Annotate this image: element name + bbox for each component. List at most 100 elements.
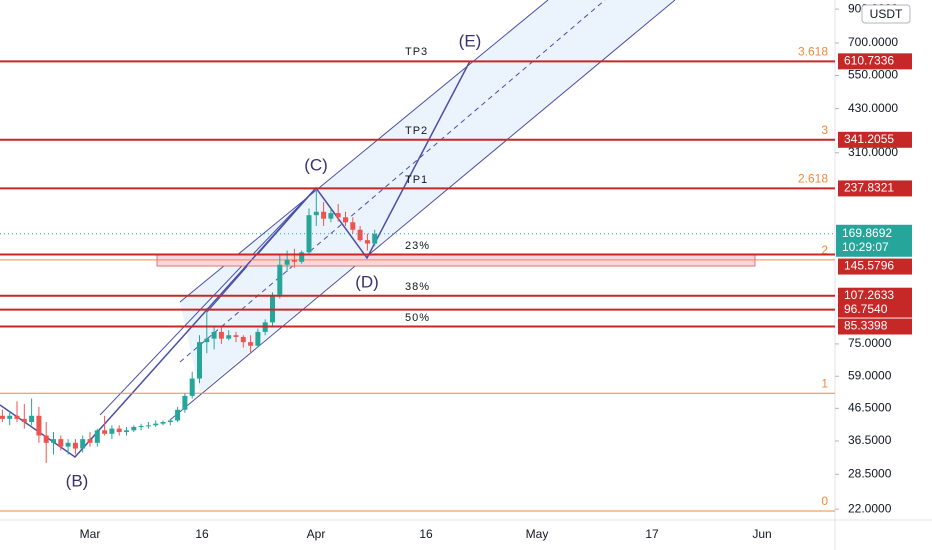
level-label: 341.2055 [844, 132, 894, 146]
annotation: 23% [405, 240, 430, 252]
candle-body [248, 342, 254, 346]
candle-body [226, 335, 232, 339]
x-tick-label: Apr [307, 527, 326, 541]
candle-body [335, 213, 341, 218]
level-box [838, 180, 912, 197]
x-tick-label: May [526, 527, 549, 541]
y-tick-label: 46.5000 [848, 400, 892, 414]
candle-body [218, 331, 224, 339]
pitchfork-handle [99, 187, 317, 416]
candle-body [94, 430, 100, 443]
level-box [838, 131, 912, 148]
y-tick-label: 28.5000 [848, 466, 892, 480]
level-box [838, 301, 912, 318]
level-label: 96.7540 [844, 302, 888, 316]
candle-body [299, 252, 305, 262]
channel-lower [169, 0, 676, 421]
candle-body [284, 259, 290, 265]
level-box [838, 258, 912, 275]
candle-body [36, 415, 42, 436]
level-box [838, 318, 912, 335]
level-box [838, 287, 912, 304]
y-tick-label: 430.0000 [848, 101, 898, 115]
y-tick-label: 59.0000 [848, 368, 892, 382]
candle-body [364, 240, 370, 244]
candle-body [189, 378, 195, 396]
candle-body [131, 426, 137, 431]
current-price-box [836, 224, 912, 257]
x-tick-label: 16 [195, 527, 209, 541]
currency: USDT [870, 7, 903, 21]
candle-body [21, 418, 27, 423]
candle-body [321, 211, 327, 219]
countdown: 10:29:07 [842, 240, 889, 254]
candle-body [7, 415, 13, 419]
fib-label: 0 [821, 494, 828, 508]
candle-body [0, 415, 5, 419]
x-tick-label: 16 [419, 527, 433, 541]
level-label: 85.3398 [844, 319, 888, 333]
candle-body [116, 428, 122, 433]
level-label: 107.2633 [844, 288, 894, 302]
candle-body [204, 338, 210, 343]
channel-upper [179, 0, 549, 303]
y-tick-label: 700.0000 [848, 35, 898, 49]
candle-body [51, 439, 56, 443]
level-label: 237.8321 [844, 181, 894, 195]
candle-body [197, 342, 202, 379]
candle-body [350, 222, 356, 230]
candle-body [233, 335, 239, 337]
candle-body [138, 425, 144, 427]
candle-body [372, 233, 378, 244]
candle-body [175, 409, 181, 421]
annotation: 38% [405, 281, 430, 293]
candle-body [65, 442, 71, 447]
level-box [838, 53, 912, 70]
x-tick-label: Jun [752, 527, 771, 541]
candle-body [277, 264, 283, 295]
annotations: TP3 TP2 TP1 23% 38% 50% (B) (C) (D) (E) [66, 31, 482, 490]
current-price-label: 169.8692 [842, 226, 892, 240]
candle-body [313, 211, 319, 216]
candle-body [270, 294, 275, 323]
x-tick-label: Mar [80, 527, 101, 541]
fib-label: 2.618 [798, 172, 828, 186]
currency-badge[interactable] [861, 4, 911, 24]
channel-median [179, 0, 606, 363]
candles [0, 188, 378, 463]
candle-body [124, 430, 129, 433]
candle-body [153, 423, 159, 426]
wave-label: (B) [66, 471, 89, 490]
y-tick-label: 550.0000 [848, 68, 898, 82]
candle-body [240, 336, 246, 343]
candle-body [43, 435, 49, 443]
candle-body [102, 430, 108, 434]
candle-body [357, 229, 363, 241]
level-label: 145.5796 [844, 259, 894, 273]
candle-body [87, 439, 93, 443]
annotation: 50% [405, 312, 430, 324]
candle-body [167, 420, 173, 423]
candle-body [255, 331, 261, 346]
y-tick-label: 22.0000 [848, 501, 892, 515]
annotation: TP2 [405, 125, 428, 137]
annotation: TP1 [405, 174, 428, 186]
candle-body [182, 395, 188, 410]
x-tick-label: 17 [645, 527, 659, 541]
wave-label: (D) [355, 272, 379, 291]
candle-body [80, 439, 86, 449]
y-tick-label: 310.0000 [848, 145, 898, 159]
candle-body [291, 259, 297, 262]
y-tick-label: 75.0000 [848, 336, 892, 350]
fib-label: 2 [821, 243, 828, 257]
candle-body [72, 442, 78, 449]
candle-body [145, 425, 151, 427]
candle-body [328, 213, 334, 219]
candle-body [109, 428, 115, 434]
level-label: 610.7336 [844, 54, 894, 68]
wave-label: (E) [459, 31, 482, 50]
fib-label: 3 [821, 123, 828, 137]
candle-body [160, 422, 166, 424]
wave-label: (C) [304, 155, 328, 174]
